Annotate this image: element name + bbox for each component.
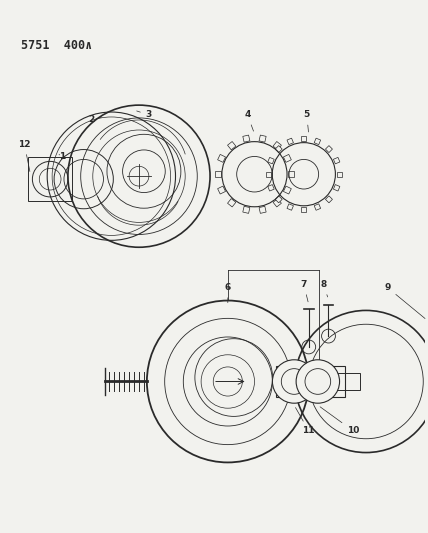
Text: 2: 2 (89, 116, 101, 124)
Bar (283, 186, 291, 194)
Text: 10: 10 (320, 407, 360, 435)
Bar (276, 373, 360, 390)
Bar (287, 138, 294, 144)
Bar (314, 204, 321, 210)
Text: 5751  400∧: 5751 400∧ (21, 39, 92, 52)
Bar (228, 199, 236, 207)
Bar (325, 196, 333, 203)
Bar (28, 157, 72, 201)
Bar (333, 184, 340, 191)
Text: 9: 9 (384, 283, 425, 319)
Bar (215, 171, 221, 177)
Text: 6: 6 (225, 283, 231, 303)
Bar (325, 146, 333, 152)
Bar (259, 135, 266, 142)
Bar (266, 172, 271, 176)
Bar (259, 206, 266, 213)
Bar (283, 155, 291, 163)
Bar (333, 157, 340, 164)
Bar (273, 199, 281, 207)
Bar (301, 207, 306, 212)
Bar (273, 141, 281, 150)
Bar (337, 172, 342, 176)
Circle shape (296, 360, 339, 403)
Text: 5: 5 (303, 110, 310, 132)
Bar (217, 186, 226, 194)
Bar (287, 204, 294, 210)
Circle shape (273, 360, 316, 403)
Bar (243, 135, 250, 142)
Bar (314, 138, 321, 144)
Bar (288, 171, 294, 177)
Bar (217, 155, 226, 163)
Bar (275, 196, 282, 203)
Bar (268, 157, 274, 164)
Bar (301, 136, 306, 141)
Text: 11: 11 (295, 408, 315, 435)
Text: 1: 1 (59, 152, 65, 161)
Text: 3: 3 (137, 110, 152, 119)
Text: 7: 7 (300, 280, 308, 302)
Bar (228, 141, 236, 150)
Bar (243, 206, 250, 213)
Bar (275, 146, 282, 152)
Bar (276, 366, 345, 397)
Text: 8: 8 (321, 280, 327, 297)
Text: 4: 4 (244, 110, 253, 131)
Bar (268, 184, 274, 191)
Text: 12: 12 (18, 140, 31, 172)
